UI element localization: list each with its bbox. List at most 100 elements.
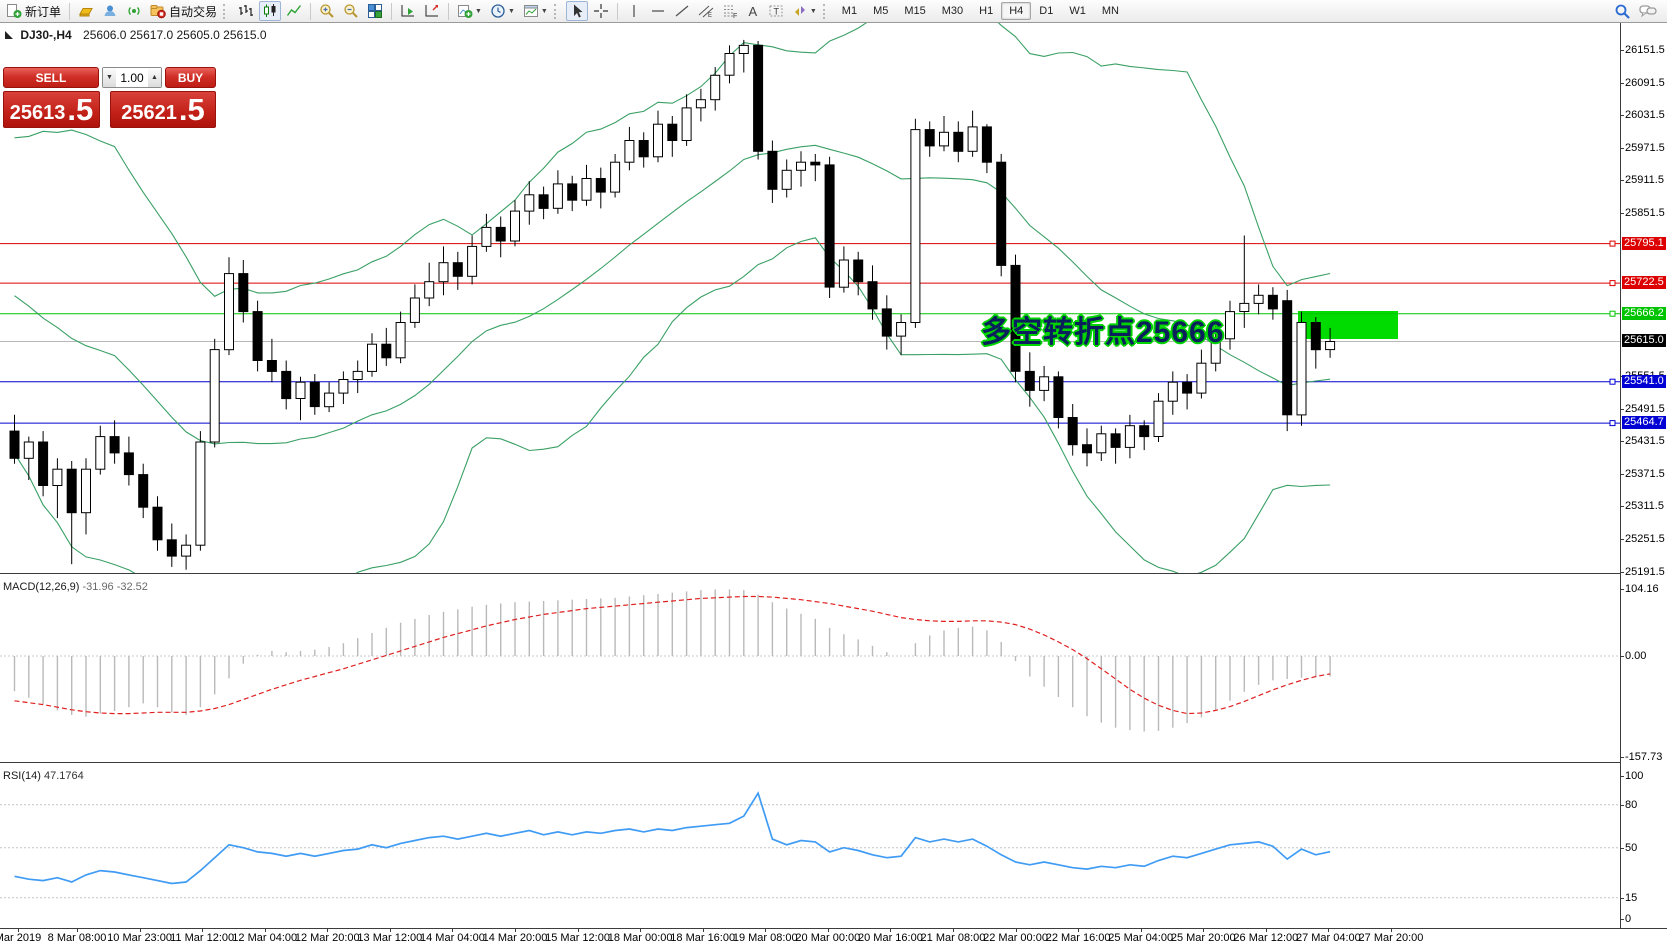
price-level-tag[interactable]: 25541.0 xyxy=(1622,374,1666,388)
candle-body xyxy=(939,131,949,147)
candlestick-chart[interactable] xyxy=(0,23,1620,573)
text-button[interactable]: A xyxy=(743,1,763,21)
price-level-tag[interactable]: 25666.2 xyxy=(1622,306,1666,320)
market-button[interactable] xyxy=(75,1,97,21)
timeframe-m5-button[interactable]: M5 xyxy=(873,5,889,17)
candlestick-chart-button[interactable] xyxy=(259,1,282,21)
macd-pane[interactable]: MACD(12,26,9) -31.96 -32.52 xyxy=(0,577,1620,762)
time-axis-tick xyxy=(577,929,579,932)
label-button[interactable]: T xyxy=(765,1,787,21)
tile-windows-button[interactable] xyxy=(364,1,386,21)
zoom-out-button[interactable] xyxy=(340,1,362,21)
sell-price[interactable]: 25613 .5 xyxy=(3,91,100,128)
buy-button[interactable]: BUY xyxy=(165,67,216,88)
signals-button[interactable] xyxy=(123,1,145,21)
buy-price[interactable]: 25621 .5 xyxy=(110,91,216,128)
search-button[interactable] xyxy=(1611,1,1634,21)
chart-shift-button[interactable] xyxy=(421,1,443,21)
candle-body xyxy=(1239,302,1250,312)
trendline-button[interactable] xyxy=(671,1,693,21)
sell-button[interactable]: SELL xyxy=(3,67,99,88)
rsi-chart[interactable] xyxy=(0,766,1620,928)
dropdown-arrow-icon: ▼ xyxy=(475,7,482,15)
price-axis[interactable]: 26151.5 26091.5 26031.5 25971.5 25911.5 25851… xyxy=(1620,23,1667,928)
time-axis-tick xyxy=(952,929,954,932)
chat-button[interactable] xyxy=(1636,1,1660,21)
chart-shift-icon xyxy=(424,3,440,19)
timeframe-m30-button[interactable]: M30 xyxy=(941,5,964,17)
candle-body xyxy=(910,129,921,323)
zoom-in-icon xyxy=(319,3,335,19)
new-order-button[interactable]: 新订单 xyxy=(3,1,64,21)
axis-tick xyxy=(1621,115,1624,117)
axis-tick xyxy=(1621,756,1624,758)
vertical-line-button[interactable] xyxy=(623,1,645,21)
price-level-tag[interactable]: 25722.5 xyxy=(1622,276,1666,290)
fibonacci-button[interactable]: F xyxy=(719,1,741,21)
chat-icon xyxy=(1639,3,1657,19)
timeframe-w1-button[interactable]: W1 xyxy=(1069,5,1086,17)
toolbar-separator xyxy=(391,2,393,20)
price-axis-label: 25371.5 xyxy=(1625,467,1665,480)
time-axis-tick xyxy=(640,929,642,932)
rsi-pane[interactable]: RSI(14) 47.1764 xyxy=(0,766,1620,928)
candle-body xyxy=(138,474,149,508)
indicators-button[interactable]: ▼ xyxy=(454,1,485,21)
candle-body xyxy=(295,381,306,400)
timeframe-h4-button[interactable]: H4 xyxy=(1001,2,1032,20)
auto-trading-button[interactable]: 自动交易 xyxy=(147,1,220,21)
timeframe-mn-button[interactable]: MN xyxy=(1101,5,1119,17)
time-axis-tick xyxy=(1328,929,1330,932)
timeframe-d1-button[interactable]: D1 xyxy=(1039,5,1054,17)
toolbar-grip[interactable] xyxy=(223,3,230,19)
templates-button[interactable]: ▼ xyxy=(520,1,551,21)
zoom-in-button[interactable] xyxy=(316,1,338,21)
candle-body xyxy=(767,150,778,190)
macd-signal-line xyxy=(14,595,1331,715)
candle-body xyxy=(567,183,578,201)
bar-chart-button[interactable] xyxy=(235,1,257,21)
crosshair-button[interactable] xyxy=(590,1,612,21)
time-axis-label: Mar 2019 xyxy=(0,932,42,944)
toolbar-grip[interactable] xyxy=(553,3,561,19)
macd-axis-label: 0.00 xyxy=(1625,650,1647,662)
candle-body xyxy=(1282,300,1293,416)
svg-text:T: T xyxy=(773,7,779,17)
line-chart-button[interactable] xyxy=(283,1,305,21)
channel-button[interactable]: E xyxy=(695,1,717,21)
periods-button[interactable]: ▼ xyxy=(487,1,518,21)
candle-body xyxy=(1296,322,1307,416)
bollinger-middle-band xyxy=(14,144,1331,445)
candle-body xyxy=(152,506,163,541)
timeframe-h1-button[interactable]: H1 xyxy=(979,5,994,17)
volume-stepper: ▼ 1.00 ▲ xyxy=(102,67,162,88)
volume-increase-button[interactable]: ▲ xyxy=(148,68,161,87)
time-axis-tick xyxy=(18,929,19,932)
timeframe-m15-button[interactable]: M15 xyxy=(904,5,926,17)
chart-annotation-text[interactable]: 多空转折点25666 xyxy=(981,316,1225,349)
arrows-button[interactable]: ▼ xyxy=(789,1,820,21)
bollinger-lower-band xyxy=(14,237,1331,573)
candlestick-chart-icon xyxy=(262,3,278,19)
horizontal-line-button[interactable] xyxy=(647,1,669,21)
community-button[interactable] xyxy=(99,1,121,21)
candle-body xyxy=(252,311,263,362)
time-axis-tick xyxy=(452,929,454,932)
toolbar-grip[interactable] xyxy=(822,3,830,19)
volume-decrease-button[interactable]: ▼ xyxy=(103,68,116,87)
volume-input[interactable]: 1.00 xyxy=(120,70,144,85)
auto-scroll-button[interactable] xyxy=(397,1,419,21)
time-axis-tick xyxy=(890,929,892,932)
macd-chart[interactable] xyxy=(0,577,1620,762)
candle-body xyxy=(924,129,935,147)
cursor-button[interactable] xyxy=(565,1,588,21)
candle-body xyxy=(667,123,678,141)
timeframe-m1-button[interactable]: M1 xyxy=(841,5,858,17)
price-level-tag[interactable]: 25795.1 xyxy=(1622,236,1666,250)
level-line-handle xyxy=(1609,378,1616,385)
price-level-tag[interactable]: 25464.7 xyxy=(1622,416,1666,430)
main-chart-pane[interactable]: DJ30-,H4 25606.0 25617.0 25605.0 25615.0… xyxy=(0,23,1620,573)
price-level-tag[interactable]: 25615.0 xyxy=(1622,334,1666,348)
candle-body xyxy=(1196,362,1207,394)
